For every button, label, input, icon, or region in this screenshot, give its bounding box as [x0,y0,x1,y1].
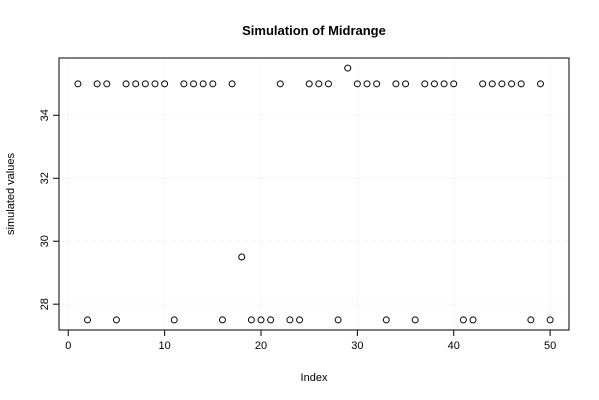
data-point-17 [228,80,236,88]
y-tick-label-1: 30 [39,235,51,247]
data-point-29 [344,64,352,72]
data-point-13 [190,80,198,88]
data-point-42 [469,316,477,324]
data-point-11 [170,316,178,324]
data-point-36 [411,316,419,324]
data-point-22 [276,80,284,88]
plot-area-border [58,57,570,331]
x-axis-label: Index [301,372,328,384]
data-point-6 [122,80,130,88]
data-point-12 [180,80,188,88]
grid-lines [59,58,569,330]
data-point-40 [450,80,458,88]
data-point-28 [334,316,342,324]
data-points [74,64,554,324]
data-point-3 [93,80,101,88]
data-point-34 [392,80,400,88]
data-point-15 [209,80,217,88]
data-point-10 [161,80,169,88]
data-point-21 [267,316,275,324]
data-point-5 [112,316,120,324]
data-point-41 [459,316,467,324]
y-tick-label-3: 34 [39,109,51,121]
data-point-8 [141,80,149,88]
data-point-33 [382,316,390,324]
data-point-1 [74,80,82,88]
x-tick-label-0: 0 [65,340,71,352]
y-axis-label: simulated values [5,153,17,235]
x-tick-label-3: 30 [351,340,363,352]
data-point-50 [546,316,554,324]
data-point-39 [440,80,448,88]
data-point-27 [324,80,332,88]
data-point-32 [373,80,381,88]
x-tick-label-5: 50 [544,340,556,352]
data-point-20 [257,316,265,324]
data-point-46 [508,80,516,88]
data-point-35 [402,80,410,88]
data-point-38 [430,80,438,88]
data-point-9 [151,80,159,88]
y-axis: 28 30 32 34 [39,109,60,310]
data-point-16 [218,316,226,324]
chart-title: Simulation of Midrange [242,23,386,38]
data-point-44 [488,80,496,88]
x-tick-label-4: 40 [448,340,460,352]
data-point-18 [238,253,246,261]
data-point-23 [286,316,294,324]
data-point-47 [517,80,525,88]
data-point-48 [527,316,535,324]
data-point-14 [199,80,207,88]
data-point-2 [84,316,92,324]
data-point-26 [315,80,323,88]
x-axis: 0 10 20 30 40 50 [65,329,556,352]
x-tick-label-2: 20 [255,340,267,352]
data-point-37 [421,80,429,88]
y-tick-label-2: 32 [39,172,51,184]
data-point-24 [296,316,304,324]
data-point-49 [536,80,544,88]
data-point-30 [353,80,361,88]
data-point-31 [363,80,371,88]
data-point-4 [103,80,111,88]
data-point-43 [479,80,487,88]
data-point-25 [305,80,313,88]
data-point-45 [498,80,506,88]
data-point-19 [247,316,255,324]
data-point-7 [132,80,140,88]
x-tick-label-1: 10 [158,340,170,352]
y-tick-label-0: 28 [39,298,51,310]
